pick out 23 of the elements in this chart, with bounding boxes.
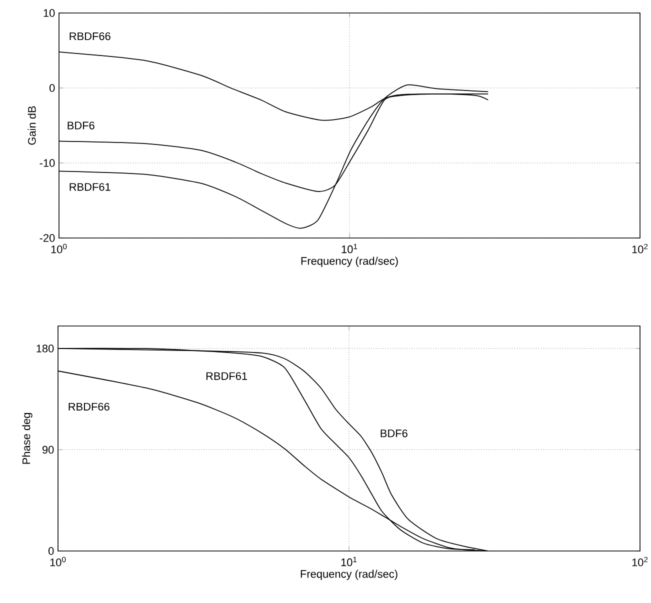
series-label: RBDF66 [70, 32, 110, 40]
y-tick-label: -20 [40, 234, 55, 242]
y-tick-label: 10 [44, 9, 55, 17]
series-label: RBDF61 [70, 183, 110, 191]
series-label: RBDF66 [68, 402, 110, 411]
x-tick-label: 10$^{0}$ [51, 244, 67, 254]
y-axis-title: Phase deg [22, 413, 32, 464]
series-label: BDF6 [380, 430, 408, 438]
x-tick-label: 10$^{0}$ [50, 556, 66, 566]
series-label: RBDF61 [206, 372, 248, 380]
y-tick-label: 0 [48, 547, 54, 555]
x-axis-title: Frequency (rad/sec) [301, 256, 398, 267]
x-tick-label: 10$^{1}$ [341, 556, 357, 566]
y-tick-label: 90 [42, 446, 54, 454]
y-tick-label: -10 [40, 159, 55, 167]
x-axis-title: Frequency (rad/sec) [300, 570, 398, 580]
y-tick-label: 0 [49, 84, 55, 92]
y-axis-title: Gain dB [28, 106, 36, 145]
series-label: BDF6 [68, 122, 94, 130]
y-tick-label: 180 [36, 344, 54, 352]
x-tick-label: 10$^{1}$ [342, 244, 358, 254]
x-tick-label: 10$^{2}$ [632, 244, 648, 254]
x-tick-label: 10$^{2}$ [632, 556, 648, 566]
